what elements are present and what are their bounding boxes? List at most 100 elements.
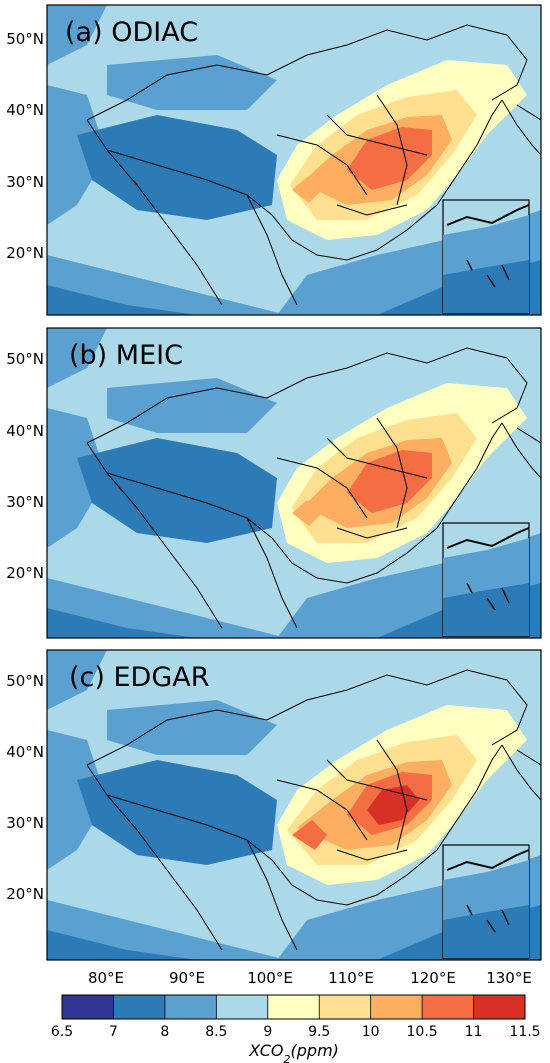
inset-islands (466, 259, 510, 288)
map-layers (47, 5, 541, 315)
tibet-plateau (77, 760, 277, 865)
lat-tick: 40°N (6, 743, 44, 761)
colorbar-tick: 9 (263, 1024, 272, 1040)
west-region (47, 408, 107, 548)
inset-coastline (446, 849, 530, 871)
inset-box (442, 522, 530, 637)
tibet-plateau (77, 438, 277, 543)
korea-japan (501, 422, 541, 479)
lat-tick: 50°N (6, 672, 44, 690)
map-frame (46, 4, 542, 316)
inset-box (442, 199, 530, 314)
colorbar-segment (473, 995, 526, 1019)
china-outline (86, 422, 503, 584)
china-outline (86, 744, 503, 906)
lat-ticks-b: 50°N 40°N 30°N 20°N (6, 350, 44, 582)
province-borders (276, 417, 428, 539)
panel-title: (b) MEIC (69, 340, 183, 371)
nw-region (47, 328, 107, 388)
lat-tick: 30°N (6, 814, 44, 832)
indochina-border (246, 517, 298, 629)
lat-tick: 40°N (6, 422, 44, 440)
inset-islands (466, 904, 510, 933)
inset-box (442, 844, 530, 959)
colorbar-segment (216, 995, 269, 1019)
china-outline (86, 99, 503, 261)
sichuan-basin (292, 177, 322, 203)
province-borders (276, 94, 428, 216)
nw-region (47, 5, 107, 65)
colorbar-tick: 11 (465, 1024, 483, 1040)
colorbar-segment (267, 995, 320, 1019)
colorbar-tick: 8.5 (205, 1024, 227, 1040)
mongolia (287, 660, 507, 720)
panel-odiac: (a) ODIAC (46, 4, 542, 316)
panel-title: (a) ODIAC (65, 17, 198, 48)
mongolia (287, 338, 507, 398)
colorbar-segment (113, 995, 166, 1019)
west-region (47, 85, 107, 225)
southern-deep-sea (47, 608, 197, 638)
lat-tick: 20°N (6, 885, 44, 903)
emission-higher (347, 450, 432, 513)
lon-tick: 110°E (328, 969, 374, 987)
colorbar-tick: 8 (160, 1024, 169, 1040)
colorbar-tick: 10.5 (407, 1024, 438, 1040)
lon-tick: 90°E (169, 969, 205, 987)
colorbar-tick: 9.5 (308, 1024, 330, 1040)
colorbar-ticks: 6.5 7 8 8.5 9 9.5 10 10.5 11 11.5 (51, 995, 541, 1040)
colorbar-tick: 11.5 (509, 1024, 540, 1040)
mongolia (287, 15, 507, 75)
lat-ticks-c: 50°N 40°N 30°N 20°N (6, 672, 44, 903)
indochina-border (246, 839, 298, 951)
lon-tick: 100°E (247, 969, 293, 987)
colorbar-segment (62, 995, 114, 1019)
sichuan-basin (292, 500, 322, 526)
panel-edgar: (c) EDGAR (46, 649, 542, 961)
lon-ticks: 80°E 90°E 100°E 110°E 120°E 130°E (88, 969, 532, 987)
colorbar-segment (319, 995, 372, 1019)
west-region (47, 730, 107, 870)
lat-tick: 20°N (6, 244, 44, 262)
lat-tick: 50°N (6, 350, 44, 368)
colorbar-segments (62, 995, 526, 1019)
lat-tick: 40°N (6, 101, 44, 119)
colorbar-segment (422, 995, 475, 1019)
emission-higher (347, 127, 432, 190)
map-frame (46, 327, 542, 639)
inset-islands (466, 582, 510, 611)
lon-tick: 130°E (486, 969, 532, 987)
colorbar-segment (164, 995, 217, 1019)
northern-border (86, 669, 528, 766)
colorbar: 6.5 7 8 8.5 9 9.5 10 10.5 11 11.5 XCO2(ppm) (51, 994, 541, 1063)
inset-deep-sea (443, 905, 529, 958)
india-border (106, 149, 223, 306)
inset-deep-sea (443, 583, 529, 636)
lon-tick: 80°E (88, 969, 124, 987)
southern-deep-sea (47, 930, 197, 960)
panel-meic: (b) MEIC (46, 327, 542, 639)
lat-tick: 50°N (6, 30, 44, 48)
lat-tick: 30°N (6, 173, 44, 191)
colorbar-tick: 10 (362, 1024, 380, 1040)
indochina-border (246, 194, 298, 306)
inset-coastline (446, 527, 530, 549)
map-frame (46, 649, 542, 961)
inset-coastline (446, 204, 530, 226)
northern-border (86, 347, 528, 444)
colorbar-label: XCO2(ppm) (248, 1041, 339, 1063)
nw-region (47, 650, 107, 710)
colorbar-segment (370, 995, 423, 1019)
panel-title: (c) EDGAR (69, 662, 210, 693)
lat-tick: 20°N (6, 564, 44, 582)
lat-ticks-a: 50°N 40°N 30°N 20°N (6, 30, 44, 262)
southern-deep-sea (47, 285, 197, 315)
sichuan-peak (292, 820, 327, 850)
korea-japan (501, 99, 541, 156)
province-borders (276, 739, 428, 861)
india-border (106, 794, 223, 951)
colorbar-tick: 7 (109, 1024, 118, 1040)
lon-tick: 120°E (410, 969, 456, 987)
inset-deep-sea (443, 260, 529, 313)
